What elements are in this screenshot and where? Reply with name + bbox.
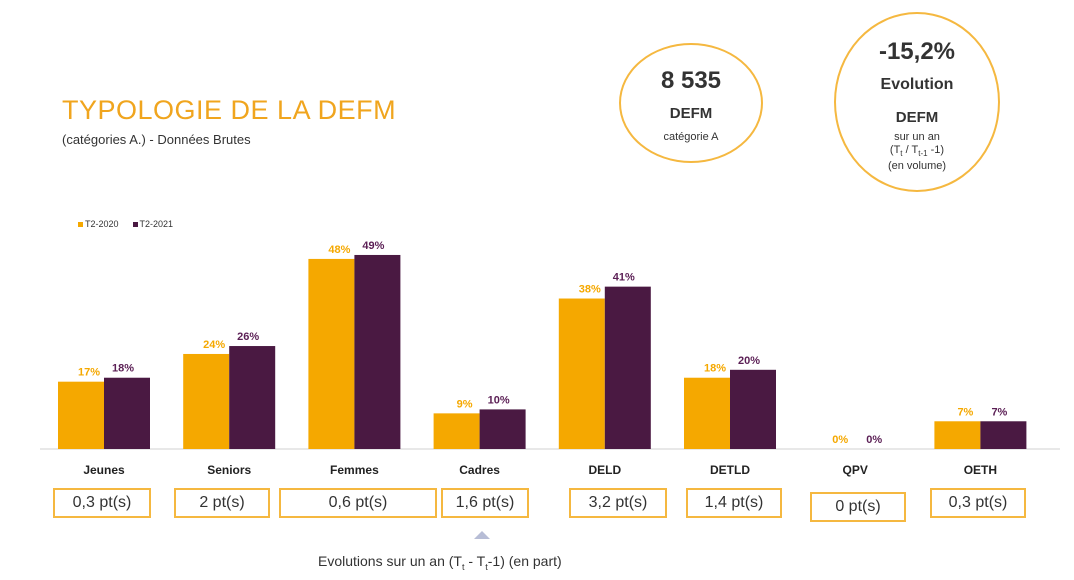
data-label-2021-seniors: 26% — [237, 331, 259, 343]
evolution-box-jeunes: 0,3 pt(s) — [53, 488, 151, 518]
footer-b: - T — [464, 553, 486, 569]
bar-2021-cadres — [479, 409, 526, 449]
data-label-2020-oeth: 7% — [957, 406, 973, 418]
evolution-box-detld: 1,4 pt(s) — [686, 488, 782, 518]
kpi-defm-value: 8 535 — [660, 67, 722, 94]
x-tick-label-qpv: QPV — [843, 463, 868, 477]
footer-t2: t — [485, 561, 488, 572]
footer-note: Evolutions sur un an (Tt - Tt-1) (en par… — [318, 553, 562, 572]
data-label-2021-qpv: 0% — [866, 434, 882, 446]
evolution-box-cadres: 1,6 pt(s) — [441, 488, 529, 518]
kpi-sub2-a: (T — [889, 143, 901, 156]
data-label-2020-cadres: 9% — [457, 398, 473, 410]
bar-2021-jeunes — [104, 377, 150, 449]
kpi-sub2-c: -1) — [927, 143, 945, 156]
evolution-box-femmes: 0,6 pt(s) — [279, 488, 437, 518]
data-label-2020-seniors: 24% — [203, 339, 225, 351]
footer-a: Evolutions sur un an (T — [318, 553, 462, 569]
chart-legend: T2-2020 T2-2021 — [78, 219, 173, 229]
data-label-2020-detld: 18% — [704, 363, 726, 375]
legend-swatch-2021 — [132, 221, 138, 227]
x-tick-label-femmes: Femmes — [330, 463, 379, 477]
bar-2020-oeth — [934, 421, 981, 449]
page-subtitle: (catégories A.) - Données Brutes — [62, 132, 251, 147]
bar-2020-cadres — [433, 413, 480, 449]
evolution-box-seniors: 2 pt(s) — [174, 488, 270, 518]
x-tick-label-cadres: Cadres — [459, 463, 500, 477]
evolution-box-oeth: 0,3 pt(s) — [930, 488, 1026, 518]
kpi-defm-sub: catégorie A — [663, 131, 719, 143]
kpi-evolution-sub: sur un an (Tt / Tt-1 -1) (en volume) — [836, 131, 998, 173]
data-label-2020-qpv: 0% — [832, 434, 848, 446]
up-arrow-icon — [474, 531, 490, 539]
evolution-box-qpv: 0 pt(s) — [810, 492, 906, 522]
x-tick-label-deld: DELD — [588, 463, 621, 477]
data-label-2021-detld: 20% — [738, 355, 760, 367]
kpi-evolution-value: -15,2% — [878, 38, 956, 65]
bar-2020-deld — [558, 298, 605, 449]
data-label-2021-deld: 41% — [613, 272, 635, 284]
legend-swatch-2020 — [78, 221, 83, 227]
bar-2020-detld — [684, 377, 730, 449]
bar-2021-seniors — [229, 346, 276, 449]
data-label-2021-femmes: 49% — [362, 240, 384, 252]
bar-2020-jeunes — [58, 381, 104, 449]
legend-label-2021: T2-2021 — [139, 219, 174, 229]
legend-label-2020: T2-2020 — [85, 219, 119, 229]
x-tick-label-detld: DETLD — [710, 463, 750, 477]
bar-2020-seniors — [183, 353, 230, 449]
bar-2020-femmes — [308, 258, 355, 449]
kpi-sub2-t1: t-1 — [918, 148, 928, 158]
kpi-defm-circle: 8 535 DEFM catégorie A — [619, 43, 763, 163]
data-label-2020-jeunes: 17% — [78, 367, 100, 379]
data-label-2021-oeth: 7% — [991, 406, 1007, 418]
bar-2021-detld — [730, 369, 776, 449]
x-tick-label-oeth: OETH — [964, 463, 997, 477]
x-tick-label-jeunes: Jeunes — [83, 463, 125, 477]
x-tick-label-seniors: Seniors — [207, 463, 251, 477]
page-title: TYPOLOGIE DE LA DEFM — [62, 95, 397, 125]
footer-t: t — [461, 561, 465, 572]
legend-item-2020: T2-2020 — [78, 219, 119, 229]
data-label-2021-cadres: 10% — [488, 394, 510, 406]
bar-2021-femmes — [354, 254, 401, 449]
bar-2021-oeth — [980, 421, 1027, 449]
data-label-2020-deld: 38% — [579, 284, 601, 296]
kpi-evolution-label: Evolution — [880, 76, 954, 93]
bar-2021-deld — [604, 286, 651, 449]
kpi-evolution-sub1: sur un an — [894, 131, 940, 143]
kpi-evolution-defm: DEFM — [895, 109, 939, 126]
kpi-evolution-sub3: (en volume) — [887, 160, 947, 173]
data-label-2020-femmes: 48% — [328, 244, 350, 256]
kpi-evolution-sub2: (Tt / Tt-1 -1) — [836, 144, 998, 161]
legend-item-2021: T2-2021 — [132, 219, 174, 229]
kpi-sub2-b: / T — [902, 143, 919, 156]
kpi-defm-label: DEFM — [669, 105, 713, 122]
kpi-evolution-circle: -15,2% Evolution DEFM sur un an (Tt / Tt… — [834, 12, 1000, 192]
footer-c: -1) (en part) — [487, 553, 562, 569]
data-label-2021-jeunes: 18% — [112, 363, 134, 375]
kpi-sub2-t: t — [900, 148, 903, 158]
evolution-box-deld: 3,2 pt(s) — [569, 488, 667, 518]
